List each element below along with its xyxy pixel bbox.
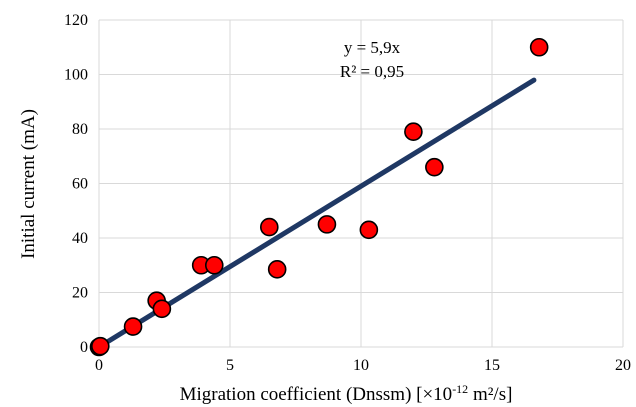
- data-point: [91, 336, 110, 356]
- y-tick-label: 80: [72, 121, 88, 138]
- trendline-r-squared: R² = 0,95: [340, 62, 404, 81]
- data-point: [259, 217, 279, 237]
- x-tick-label: 15: [484, 357, 500, 374]
- y-tick-label: 20: [72, 285, 88, 302]
- data-point: [267, 260, 287, 279]
- y-tick-label: 40: [72, 230, 88, 247]
- trendline-equation: y = 5,9x: [344, 38, 401, 57]
- data-point: [123, 317, 143, 336]
- y-tick-label: 120: [64, 12, 88, 29]
- x-tick-label: 10: [353, 357, 369, 374]
- x-axis-title-exponent: -12: [452, 382, 468, 396]
- x-axis-title-tail: m²/s]: [468, 384, 512, 405]
- data-point: [204, 255, 224, 275]
- y-axis-title: Initial current (mA): [18, 109, 39, 259]
- x-axis-title-main: Migration coefficient (Dnssm) [×10: [180, 384, 453, 405]
- data-point: [404, 122, 423, 142]
- data-point: [529, 37, 549, 57]
- data-point: [425, 157, 444, 177]
- trendline: [96, 77, 537, 350]
- data-point: [317, 215, 337, 234]
- y-tick-label: 0: [80, 339, 88, 356]
- data-points: [89, 37, 549, 357]
- x-axis-title: Migration coefficient (Dnssm) [×10-12 m²…: [180, 382, 513, 405]
- x-tick-labels: 0 5 10 15 20: [95, 357, 631, 374]
- y-tick-label: 60: [72, 176, 88, 193]
- data-point: [359, 220, 379, 240]
- x-tick-label: 20: [615, 357, 631, 374]
- y-tick-labels: 0 20 40 60 80 100 120: [64, 12, 88, 356]
- x-tick-label: 5: [226, 357, 234, 374]
- data-point: [152, 299, 172, 319]
- y-tick-label: 100: [64, 67, 88, 84]
- x-tick-label: 0: [95, 357, 103, 374]
